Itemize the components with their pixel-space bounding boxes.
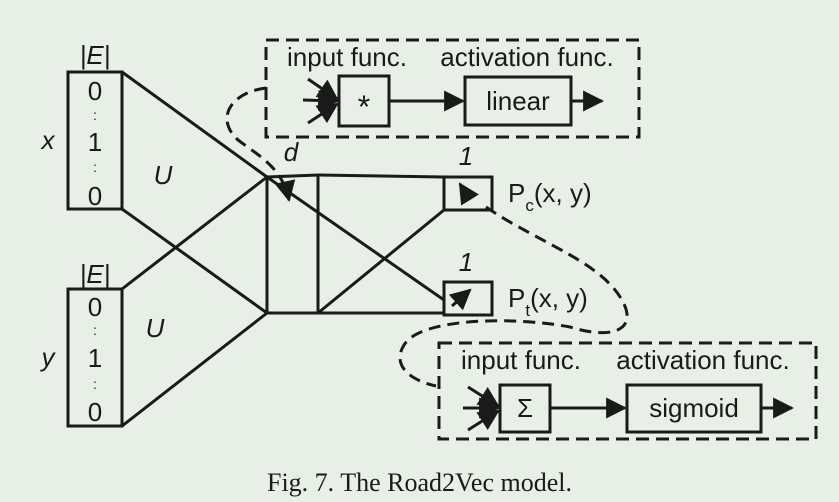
edge-hidden-bottom-to-pc — [317, 208, 445, 315]
input-y-cell-1: 0 — [88, 292, 102, 322]
input-y-cell-4: : — [93, 376, 97, 392]
edge-y-bottom-to-hidden — [121, 311, 268, 428]
pt-output-label: Pt(x, y) — [508, 283, 588, 320]
top-activation-func-label: activation func. — [440, 42, 613, 72]
output-node-pc — [442, 175, 494, 212]
input-vector-x — [66, 70, 124, 211]
input-vector-y — [66, 287, 124, 428]
input-y-cell-2: : — [93, 322, 97, 338]
edge-y-top-to-hidden — [121, 175, 268, 291]
edge-x-bottom-to-hidden — [121, 207, 268, 315]
edge-hidden-top-to-pt — [266, 175, 445, 302]
hidden-top-line — [266, 173, 319, 179]
input-x-cell-4: : — [93, 159, 97, 175]
top-activation-label: linear — [486, 86, 550, 116]
top-input-arrow-lower — [307, 102, 339, 125]
matrix-u-label-x: U — [154, 160, 173, 190]
input-y-cell-3: 1 — [88, 343, 102, 373]
output-node-pt — [442, 280, 494, 317]
input-x-cell-1: 0 — [88, 76, 102, 106]
input-x-cell-5: 0 — [88, 181, 102, 211]
top-op-symbol: * — [358, 89, 370, 125]
callout-top-to-hidden — [225, 86, 296, 203]
pc-node-inner-arrow — [458, 182, 479, 206]
top-input-arrow-upper — [307, 77, 339, 101]
hidden-dim-label: d — [284, 137, 300, 167]
input-x-cell-2: : — [93, 107, 97, 123]
pt-node-inner-arrow — [448, 288, 472, 311]
input-y-var-label: y — [40, 342, 57, 372]
bottom-activation-func-label: activation func. — [616, 345, 789, 375]
input-y-cell-5: 0 — [88, 397, 102, 427]
input-y-header: |E| — [80, 259, 111, 289]
pc-weight-label: 1 — [459, 141, 473, 171]
top-input-func-label: input func. — [287, 42, 407, 72]
edge-x-top-to-hidden — [121, 70, 268, 179]
bottom-detail-box — [437, 341, 818, 441]
input-x-header: |E| — [80, 40, 111, 70]
matrix-u-label-y: U — [146, 313, 165, 343]
input-x-cell-3: 1 — [88, 127, 102, 157]
bottom-input-func-label: input func. — [461, 345, 581, 375]
edge-hidden-top-to-pc — [317, 173, 445, 179]
top-input-arrow-middle — [302, 89, 340, 111]
bottom-input-arrow-lower — [467, 409, 500, 432]
pt-weight-label: 1 — [459, 247, 473, 277]
input-x-var-label: x — [40, 125, 56, 155]
pc-output-label: Pc(x, y) — [508, 178, 592, 215]
callout-pc-to-bottom — [398, 205, 629, 388]
figure-caption: Fig. 7. The Road2Vec model. — [267, 468, 572, 497]
bottom-op-symbol: Σ — [517, 393, 533, 423]
bottom-input-arrow-upper — [467, 385, 500, 408]
bottom-activation-label: sigmoid — [649, 393, 739, 423]
